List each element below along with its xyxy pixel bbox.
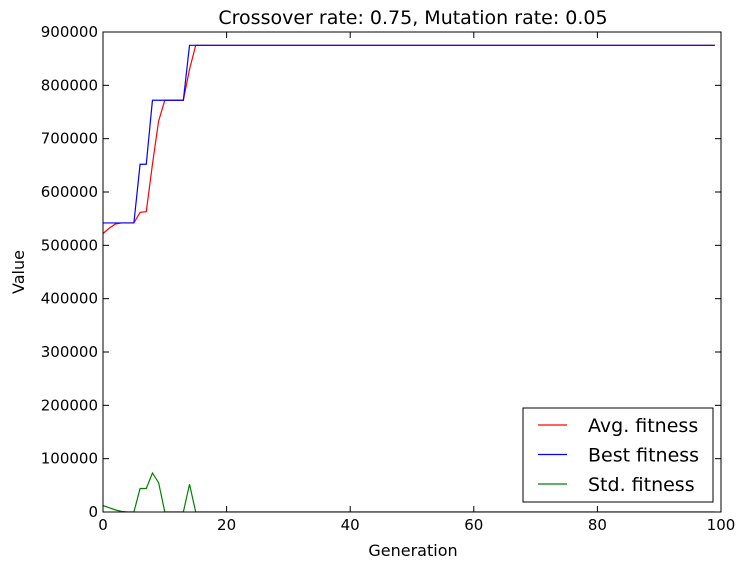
series-line-best-fitness	[103, 44, 715, 224]
series-line-avg-fitness	[103, 44, 715, 235]
y-tick-label: 700000	[41, 130, 98, 148]
y-tick-label: 500000	[41, 236, 98, 254]
legend: Avg. fitness Best fitness Std. fitness	[522, 407, 714, 503]
y-axis-label: Value	[9, 250, 28, 294]
y-tick-label: 300000	[41, 343, 98, 361]
series-line-std-fitness	[103, 471, 715, 512]
y-tick-label: 900000	[41, 23, 98, 41]
chart-title: Crossover rate: 0.75, Mutation rate: 0.0…	[218, 7, 607, 29]
x-tick-label: 0	[98, 516, 108, 534]
x-tick-label: 80	[588, 516, 607, 534]
y-tick-label: 400000	[41, 290, 98, 308]
x-axis-label: Generation	[368, 541, 457, 560]
legend-label-avg-fitness: Avg. fitness	[588, 415, 698, 437]
y-tick-label: 600000	[41, 183, 98, 201]
y-tick-label: 100000	[41, 450, 98, 468]
plot-area: 0 20 40 60 80 100 0 100000 200000 300000 400000 500…	[41, 23, 736, 534]
legend-label-best-fitness: Best fitness	[588, 445, 699, 467]
legend-label-std-fitness: Std. fitness	[588, 474, 695, 496]
x-tick-label: 20	[217, 516, 236, 534]
y-tick-label: 0	[88, 503, 98, 521]
plot-frame	[102, 31, 722, 513]
x-tick-label: 40	[341, 516, 360, 534]
x-tick-label: 100	[707, 516, 736, 534]
x-tick-label: 60	[464, 516, 483, 534]
y-tick-label: 200000	[41, 396, 98, 414]
y-tick-label: 800000	[41, 76, 98, 94]
